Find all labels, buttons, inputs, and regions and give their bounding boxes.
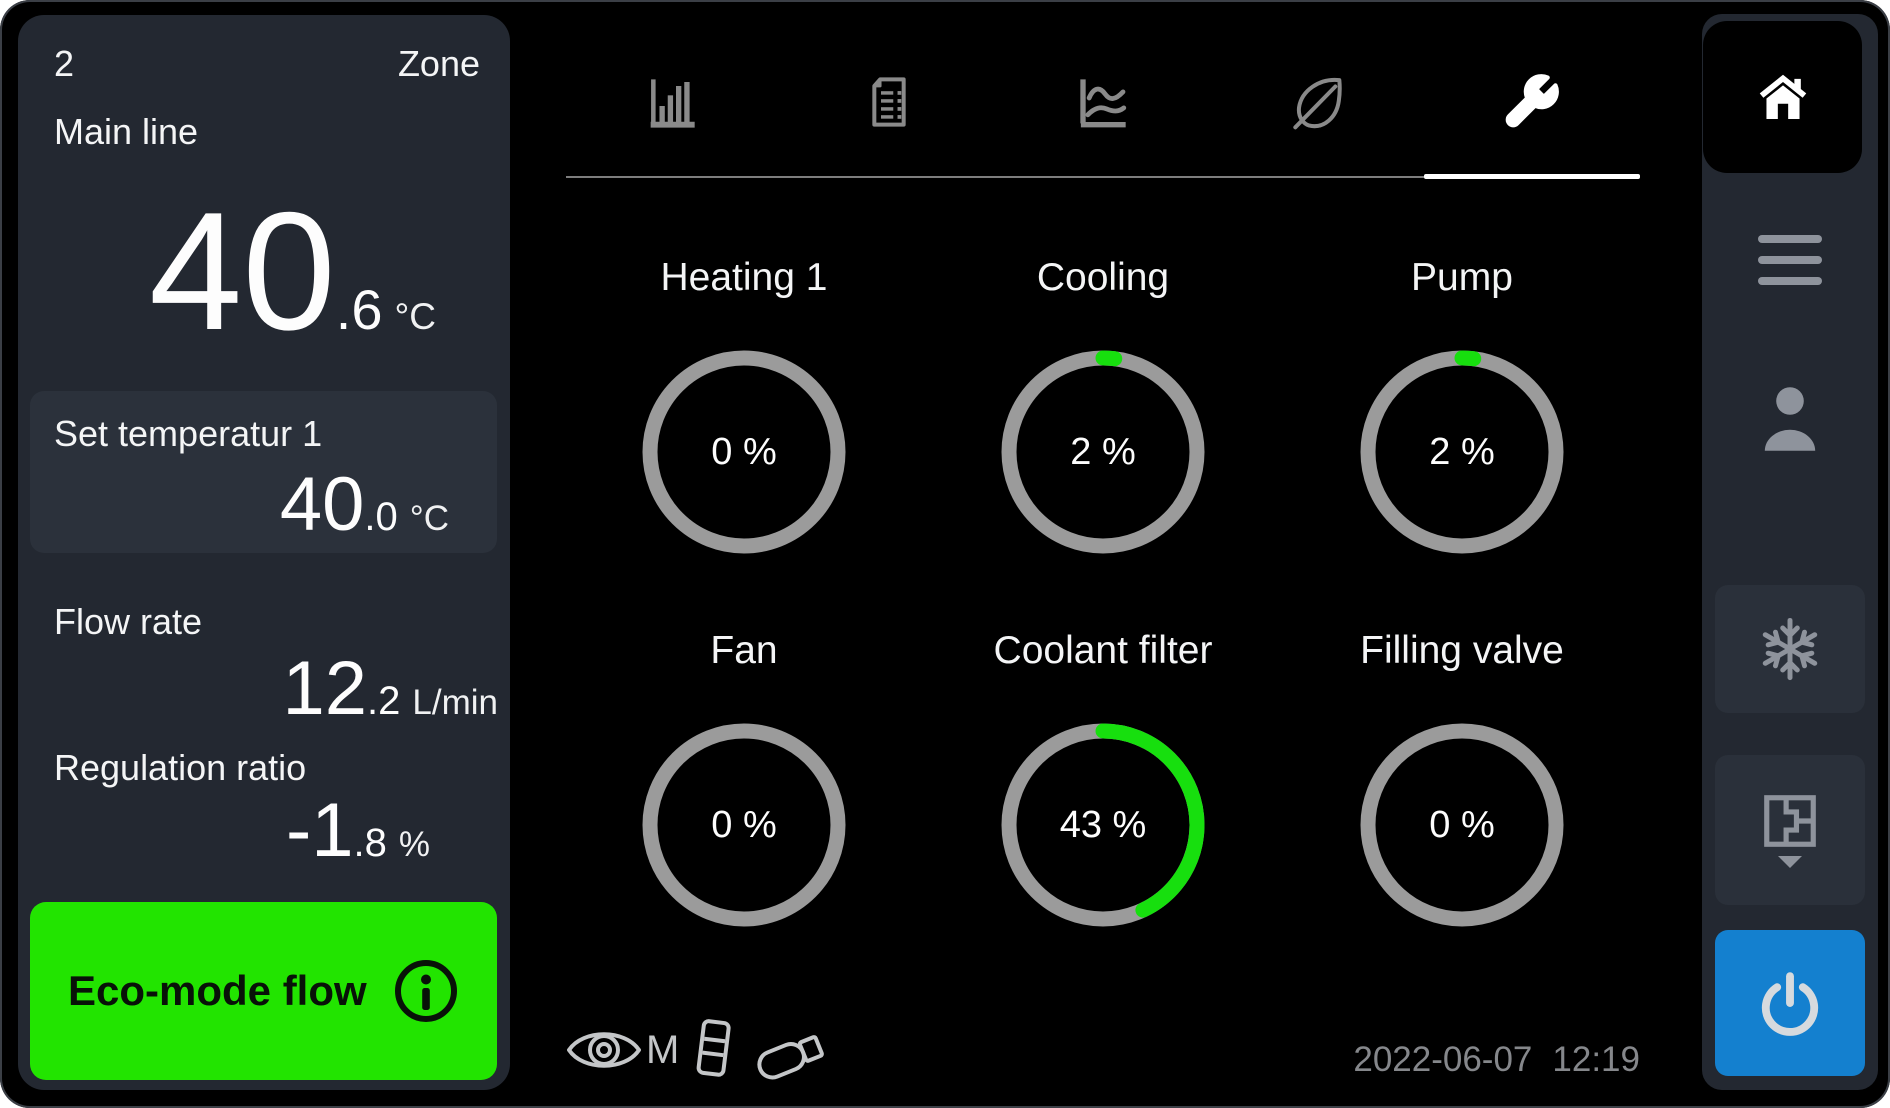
zone-label: Zone xyxy=(397,43,480,84)
set-temperature-value: 40 .0 °C xyxy=(279,462,449,547)
user-icon xyxy=(1754,376,1826,462)
power-icon xyxy=(1755,968,1825,1038)
zone-number: 2 xyxy=(54,43,75,84)
sd-card-icon xyxy=(692,1016,736,1082)
gauge-value: 0 % xyxy=(1429,803,1495,846)
gauge-label: Heating 1 xyxy=(660,256,828,299)
zone-panel: 2 Zone Main line 40 .6 °C Set temperatur… xyxy=(18,15,510,1090)
zone-layout-button[interactable] xyxy=(1715,755,1865,905)
home-button[interactable] xyxy=(1703,21,1862,173)
gauge-ring: 0 % xyxy=(1356,719,1568,931)
tab-divider xyxy=(566,176,1424,178)
mold-zones-icon xyxy=(1759,790,1821,852)
flow-rate-label: Flow rate xyxy=(54,601,203,642)
tab-service[interactable] xyxy=(1486,52,1576,152)
report-icon xyxy=(857,70,921,134)
info-icon[interactable] xyxy=(393,958,459,1024)
regulation-ratio-label: Regulation ratio xyxy=(54,747,307,788)
tab-active-indicator xyxy=(1424,174,1640,179)
home-icon xyxy=(1752,66,1814,128)
snowflake-icon xyxy=(1755,614,1825,684)
gauge-value: 2 % xyxy=(1070,430,1136,473)
gauge-pump: Pump 2 % xyxy=(1322,255,1602,558)
gauge-heating-1: Heating 1 0 % xyxy=(604,255,884,558)
power-button[interactable] xyxy=(1715,930,1865,1076)
gauge-cooling: Cooling 2 % xyxy=(963,255,1243,558)
time-label: 12:19 xyxy=(1552,1040,1640,1079)
sidebar xyxy=(1702,14,1878,1090)
usb-icon xyxy=(748,1022,832,1082)
gauge-ring: 43 % xyxy=(997,719,1209,931)
trend-chart-icon xyxy=(1071,70,1135,134)
gauge-value: 2 % xyxy=(1429,430,1495,473)
zone-header: 2 Zone xyxy=(54,43,480,85)
regulation-ratio-value: -1 .8 % xyxy=(285,788,430,873)
chevron-down-icon xyxy=(1775,854,1805,870)
datetime: 2022-06-07 12:19 xyxy=(1240,1040,1640,1080)
tab-bar-chart[interactable] xyxy=(627,52,717,152)
gauge-filling-valve: Filling valve 0 % xyxy=(1322,628,1602,931)
eco-mode-banner[interactable]: Eco-mode flow xyxy=(30,902,497,1080)
tab-report[interactable] xyxy=(844,52,934,152)
gauge-coolant-filter: Coolant filter 43 % xyxy=(963,628,1243,931)
gauge-label: Coolant filter xyxy=(993,629,1213,672)
bar-chart-icon xyxy=(640,70,704,134)
set-temperature-label: Set temperatur 1 xyxy=(54,413,323,454)
eco-mode-label: Eco-mode flow xyxy=(68,967,367,1014)
leaf-eco-icon xyxy=(1286,70,1350,134)
gauge-ring: 2 % xyxy=(1356,346,1568,558)
set-temperature-card[interactable]: Set temperatur 1 40 .0 °C xyxy=(30,391,497,553)
gauge-label: Cooling xyxy=(1036,256,1170,299)
main-line-label: Main line xyxy=(54,111,199,152)
menu-icon xyxy=(1758,235,1822,243)
gauge-label: Fan xyxy=(710,629,778,672)
menu-button[interactable] xyxy=(1758,235,1822,285)
date-label: 2022-06-07 xyxy=(1353,1040,1533,1079)
gauge-value: 43 % xyxy=(1059,803,1147,846)
gauge-value: 0 % xyxy=(711,430,777,473)
gauge-value: 0 % xyxy=(711,803,777,846)
tab-trend[interactable] xyxy=(1058,52,1148,152)
gauge-ring: 0 % xyxy=(638,719,850,931)
flow-rate-value: 12 .2 L/min xyxy=(282,646,499,731)
mode-letter: M xyxy=(646,1028,680,1072)
gauge-ring: 0 % xyxy=(638,346,850,558)
main-line-value: 40 .6 °C xyxy=(148,177,436,365)
eye-icon xyxy=(565,1022,643,1078)
user-button[interactable] xyxy=(1754,376,1826,462)
wrench-icon xyxy=(1500,71,1562,133)
gauge-label: Filling valve xyxy=(1360,629,1564,672)
cooling-mode-button[interactable] xyxy=(1715,585,1865,713)
tab-eco[interactable] xyxy=(1273,52,1363,152)
gauge-ring: 2 % xyxy=(997,346,1209,558)
gauge-fan: Fan 0 % xyxy=(604,628,884,931)
gauge-label: Pump xyxy=(1411,256,1513,299)
